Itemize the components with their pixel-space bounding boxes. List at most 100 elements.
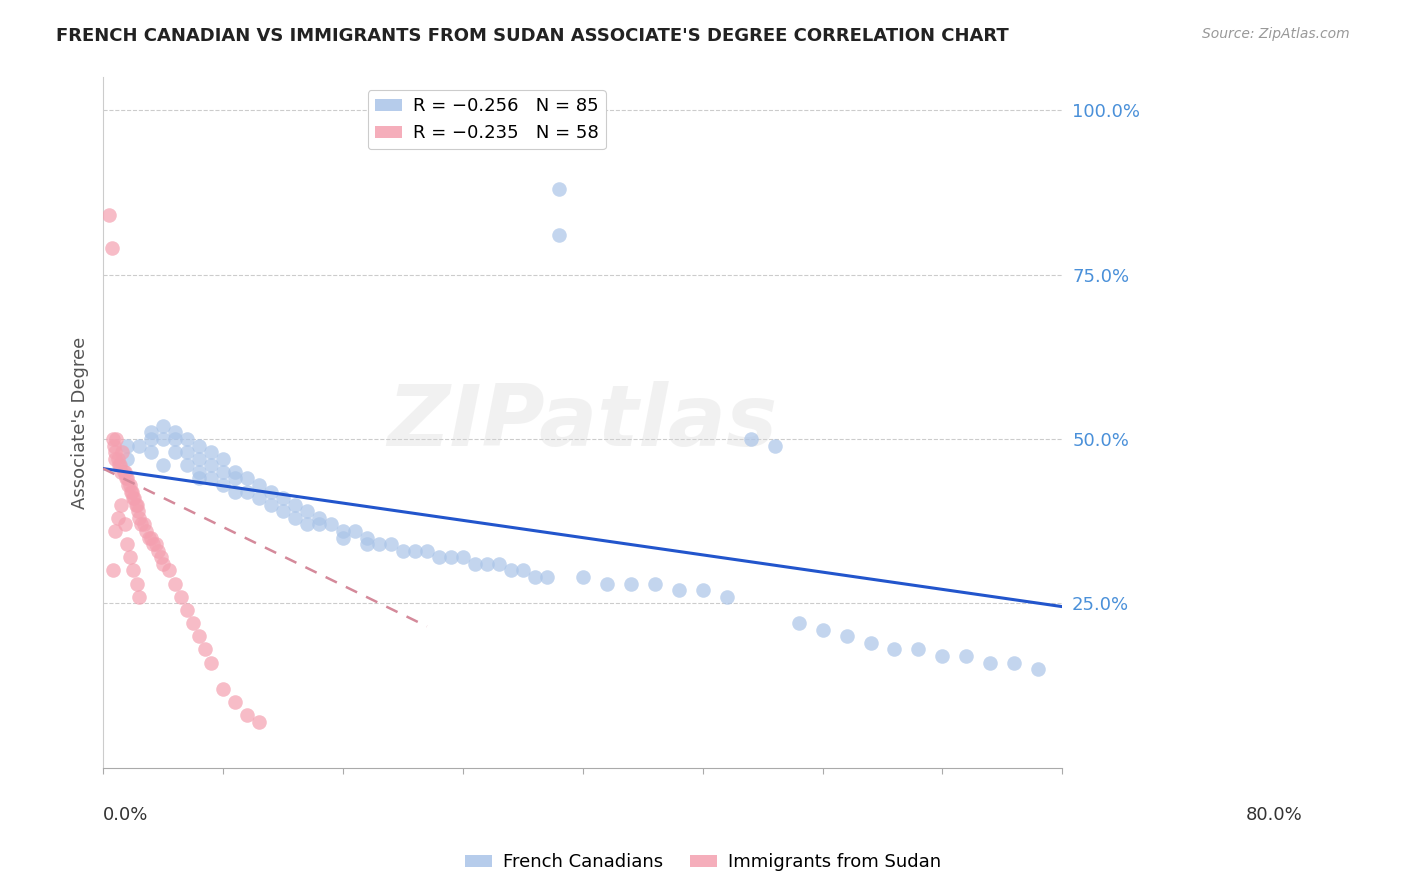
Point <box>188 439 211 453</box>
Point <box>165 425 187 440</box>
Point <box>111 445 134 459</box>
Point <box>271 491 294 505</box>
Point <box>115 471 138 485</box>
Point <box>668 583 690 598</box>
Point <box>787 616 810 631</box>
Point <box>763 439 786 453</box>
Point <box>176 432 198 446</box>
Point <box>110 498 132 512</box>
Point <box>212 478 235 492</box>
Point <box>620 576 643 591</box>
Point <box>523 570 546 584</box>
Point <box>319 517 342 532</box>
Text: 0.0%: 0.0% <box>103 805 149 823</box>
Point <box>212 465 235 479</box>
Point <box>115 471 138 485</box>
Point <box>104 451 127 466</box>
Point <box>110 465 132 479</box>
Point <box>122 564 145 578</box>
Point <box>499 564 522 578</box>
Legend: French Canadians, Immigrants from Sudan: French Canadians, Immigrants from Sudan <box>458 847 948 879</box>
Point <box>200 471 222 485</box>
Point <box>907 642 929 657</box>
Point <box>107 458 129 473</box>
Point <box>114 517 136 532</box>
Point <box>165 445 187 459</box>
Point <box>571 570 593 584</box>
Point <box>125 498 148 512</box>
Text: Source: ZipAtlas.com: Source: ZipAtlas.com <box>1202 27 1350 41</box>
Point <box>188 471 211 485</box>
Point <box>536 570 558 584</box>
Point <box>236 471 259 485</box>
Point <box>127 504 149 518</box>
Point <box>170 590 193 604</box>
Point <box>200 445 222 459</box>
Point <box>212 681 235 696</box>
Point <box>247 491 270 505</box>
Point <box>112 465 135 479</box>
Point <box>811 623 834 637</box>
Point <box>247 478 270 492</box>
Point <box>224 695 246 709</box>
Point <box>247 714 270 729</box>
Point <box>859 636 882 650</box>
Text: ZIPatlas: ZIPatlas <box>388 381 778 464</box>
Point <box>440 550 463 565</box>
Point <box>547 182 569 196</box>
Point <box>157 564 180 578</box>
Point <box>194 642 217 657</box>
Point <box>740 432 762 446</box>
Point <box>117 478 139 492</box>
Point <box>979 656 1001 670</box>
Point <box>124 498 146 512</box>
Point <box>139 425 162 440</box>
Point <box>212 451 235 466</box>
Point <box>284 511 307 525</box>
Point <box>955 648 977 663</box>
Point <box>101 432 124 446</box>
Point <box>108 458 131 473</box>
Point <box>115 537 138 551</box>
Point <box>107 451 129 466</box>
Point <box>883 642 905 657</box>
Point <box>367 537 389 551</box>
Point <box>103 439 125 453</box>
Point <box>120 484 142 499</box>
Point <box>427 550 450 565</box>
Point <box>107 511 129 525</box>
Point <box>380 537 402 551</box>
Point <box>596 576 619 591</box>
Point <box>271 504 294 518</box>
Point <box>101 564 124 578</box>
Point <box>152 458 174 473</box>
Point <box>115 451 138 466</box>
Point <box>404 543 426 558</box>
Point <box>121 484 143 499</box>
Text: FRENCH CANADIAN VS IMMIGRANTS FROM SUDAN ASSOCIATE'S DEGREE CORRELATION CHART: FRENCH CANADIAN VS IMMIGRANTS FROM SUDAN… <box>56 27 1010 45</box>
Point <box>284 498 307 512</box>
Point <box>200 656 222 670</box>
Point <box>139 432 162 446</box>
Point <box>114 465 136 479</box>
Point <box>488 557 510 571</box>
Point <box>149 550 172 565</box>
Point <box>475 557 498 571</box>
Point <box>644 576 666 591</box>
Point <box>138 531 160 545</box>
Point <box>200 458 222 473</box>
Point <box>260 498 283 512</box>
Point <box>165 576 187 591</box>
Point <box>176 458 198 473</box>
Point <box>118 550 141 565</box>
Point <box>100 241 122 255</box>
Point <box>295 517 318 532</box>
Point <box>125 576 148 591</box>
Point <box>128 439 150 453</box>
Point <box>1028 662 1050 676</box>
Point <box>451 550 474 565</box>
Point <box>142 537 165 551</box>
Point <box>188 629 211 643</box>
Point <box>236 484 259 499</box>
Point <box>165 432 187 446</box>
